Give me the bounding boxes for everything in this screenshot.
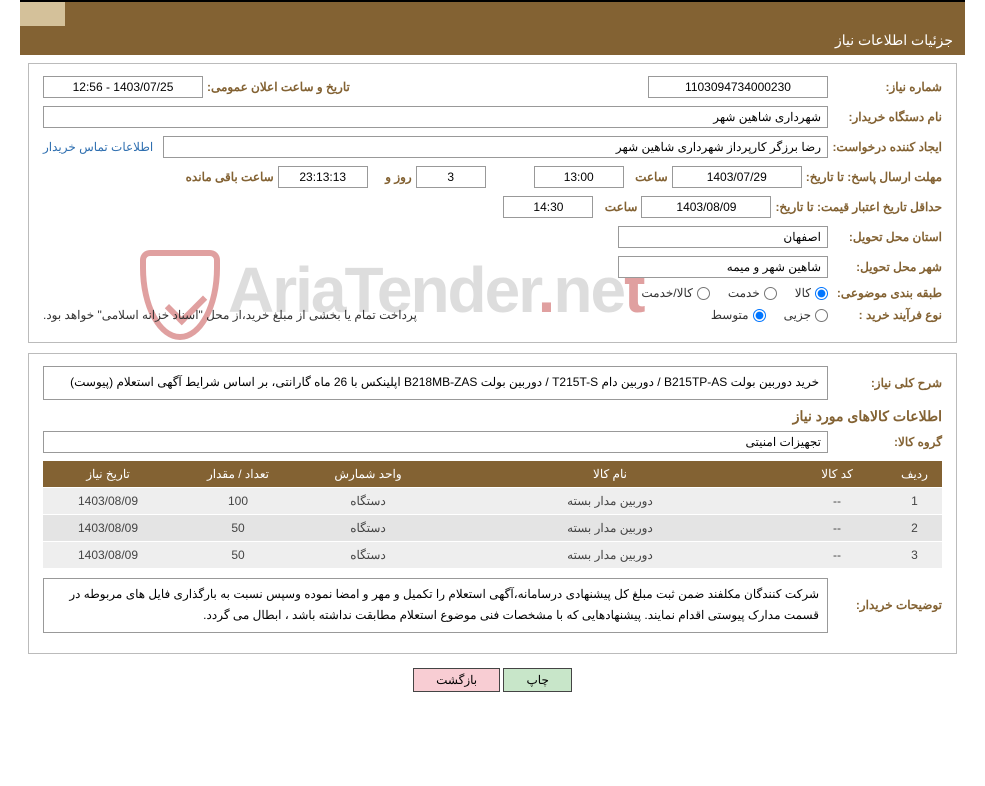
page-title-bar: جزئیات اطلاعات نیاز xyxy=(20,26,965,55)
announce-value: 12:56 - 1403/07/25 xyxy=(43,76,203,98)
province-label: استان محل تحویل: xyxy=(832,230,942,244)
table-cell: 2 xyxy=(887,514,942,541)
col-unit: واحد شمارش xyxy=(303,461,433,488)
group-value: تجهیزات امنیتی xyxy=(43,431,828,453)
table-cell: 1403/08/09 xyxy=(43,487,173,514)
desc-text: خرید دوربین بولت B215TP-AS / دوربین دام … xyxy=(43,366,828,400)
cat-service-radio[interactable] xyxy=(764,287,777,300)
main-info-panel: شماره نیاز: 1103094734000230 تاریخ و ساع… xyxy=(28,63,957,343)
buyer-value: شهرداری شاهین شهر xyxy=(43,106,828,128)
details-panel: شرح کلی نیاز: خرید دوربین بولت B215TP-AS… xyxy=(28,353,957,654)
proc-note: پرداخت تمام یا بخشی از مبلغ خرید،از محل … xyxy=(43,308,707,322)
cat-goods-option[interactable]: کالا xyxy=(795,286,828,300)
table-cell: دستگاه xyxy=(303,541,433,568)
button-row: چاپ بازگشت xyxy=(0,668,985,692)
price-valid-date: 1403/08/09 xyxy=(641,196,771,218)
requester-label: ایجاد کننده درخواست: xyxy=(832,140,942,154)
price-valid-time: 14:30 xyxy=(503,196,593,218)
table-row: 3--دوربین مدار بستهدستگاه501403/08/09 xyxy=(43,541,942,568)
remain-label: ساعت باقی مانده xyxy=(186,170,274,184)
requester-value: رضا برزگر کارپرداز شهرداری شاهین شهر xyxy=(163,136,828,158)
back-button[interactable]: بازگشت xyxy=(413,668,500,692)
top-accent-bar xyxy=(20,0,965,26)
countdown: 23:13:13 xyxy=(278,166,368,188)
table-cell: 50 xyxy=(173,541,303,568)
proc-small-radio[interactable] xyxy=(815,309,828,322)
days-remain: 3 xyxy=(416,166,486,188)
buyer-notes-label: توضیحات خریدار: xyxy=(832,598,942,612)
province-value: اصفهان xyxy=(618,226,828,248)
deadline-label: مهلت ارسال پاسخ: تا تاریخ: xyxy=(806,169,942,186)
cat-goods-radio[interactable] xyxy=(815,287,828,300)
cat-goods-service-radio[interactable] xyxy=(697,287,710,300)
buyer-notes-text: شرکت کنندگان مکلفند ضمن ثبت مبلغ کل پیشن… xyxy=(43,578,828,633)
table-cell: دوربین مدار بسته xyxy=(433,541,787,568)
cat-service-option[interactable]: خدمت xyxy=(728,286,777,300)
table-cell: 1 xyxy=(887,487,942,514)
contact-link[interactable]: اطلاعات تماس خریدار xyxy=(43,140,153,154)
table-cell: 3 xyxy=(887,541,942,568)
need-no-label: شماره نیاز: xyxy=(832,80,942,94)
col-code: کد کالا xyxy=(787,461,887,488)
announce-label: تاریخ و ساعت اعلان عمومی: xyxy=(207,80,350,94)
proc-medium-option[interactable]: متوسط xyxy=(711,308,766,322)
proc-medium-radio[interactable] xyxy=(753,309,766,322)
time-label-2: ساعت xyxy=(597,200,637,214)
print-button[interactable]: چاپ xyxy=(503,668,571,692)
table-cell: -- xyxy=(787,487,887,514)
table-row: 2--دوربین مدار بستهدستگاه501403/08/09 xyxy=(43,514,942,541)
city-label: شهر محل تحویل: xyxy=(832,260,942,274)
page-title: جزئیات اطلاعات نیاز xyxy=(835,32,953,48)
col-date: تاریخ نیاز xyxy=(43,461,173,488)
cat-goods-service-option[interactable]: کالا/خدمت xyxy=(641,286,709,300)
category-radio-group: کالا خدمت کالا/خدمت xyxy=(641,286,828,300)
need-no-value: 1103094734000230 xyxy=(648,76,828,98)
table-cell: دستگاه xyxy=(303,514,433,541)
table-row: 1--دوربین مدار بستهدستگاه1001403/08/09 xyxy=(43,487,942,514)
desc-label: شرح کلی نیاز: xyxy=(832,376,942,390)
col-row: ردیف xyxy=(887,461,942,488)
table-cell: دستگاه xyxy=(303,487,433,514)
city-value: شاهین شهر و میمه xyxy=(618,256,828,278)
col-qty: تعداد / مقدار xyxy=(173,461,303,488)
days-and-label: روز و xyxy=(372,170,412,184)
items-section-title: اطلاعات کالاهای مورد نیاز xyxy=(43,408,942,425)
deadline-date: 1403/07/29 xyxy=(672,166,802,188)
time-label-1: ساعت xyxy=(628,170,668,184)
price-valid-label: حداقل تاریخ اعتبار قیمت: تا تاریخ: xyxy=(775,199,942,216)
table-cell: 50 xyxy=(173,514,303,541)
table-cell: دوربین مدار بسته xyxy=(433,487,787,514)
proc-type-label: نوع فرآیند خرید : xyxy=(832,308,942,322)
items-table: ردیف کد کالا نام کالا واحد شمارش تعداد /… xyxy=(43,461,942,568)
table-cell: 100 xyxy=(173,487,303,514)
table-cell: -- xyxy=(787,514,887,541)
buyer-label: نام دستگاه خریدار: xyxy=(832,110,942,124)
table-cell: 1403/08/09 xyxy=(43,514,173,541)
table-header-row: ردیف کد کالا نام کالا واحد شمارش تعداد /… xyxy=(43,461,942,488)
table-cell: دوربین مدار بسته xyxy=(433,514,787,541)
category-label: طبقه بندی موضوعی: xyxy=(832,286,942,300)
col-name: نام کالا xyxy=(433,461,787,488)
group-label: گروه کالا: xyxy=(832,435,942,449)
table-cell: -- xyxy=(787,541,887,568)
proc-type-radio-group: جزیی متوسط xyxy=(711,308,828,322)
proc-small-option[interactable]: جزیی xyxy=(784,308,828,322)
deadline-time: 13:00 xyxy=(534,166,624,188)
table-cell: 1403/08/09 xyxy=(43,541,173,568)
